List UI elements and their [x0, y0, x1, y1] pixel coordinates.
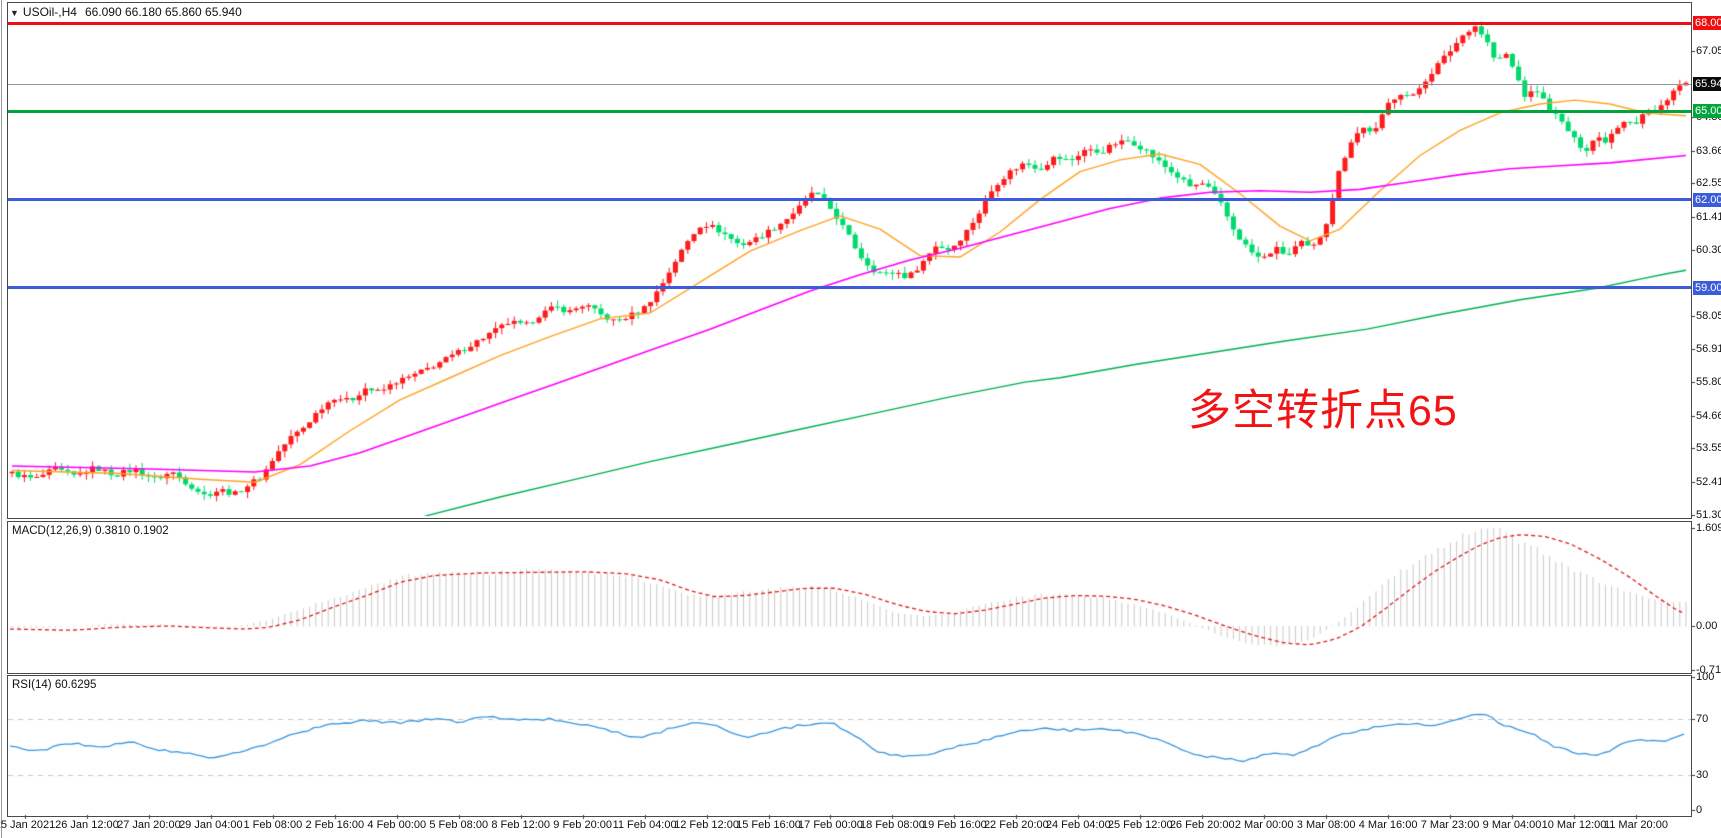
price-tick-label: 58.050 [1696, 309, 1721, 322]
price-tick-label: 67.050 [1696, 44, 1721, 57]
symbol-timeframe-label: USOil-,H4 [22, 5, 77, 19]
price-tick-label: 56.910 [1696, 343, 1721, 356]
time-axis-label: 18 Feb 08:00 [860, 819, 925, 831]
time-axis-label: 19 Feb 16:00 [921, 819, 987, 831]
price-tick-label: 54.660 [1696, 409, 1721, 422]
price-tick-label: 61.410 [1696, 211, 1721, 223]
time-axis-label: 7 Mar 23:00 [1420, 819, 1480, 831]
macd-values: 0.3810 0.1902 [95, 525, 169, 537]
time-axis-label: 5 Feb 08:00 [429, 819, 489, 831]
time-axis-label: 1 Feb 08:00 [243, 819, 303, 831]
time-axis-label: 8 Feb 12:00 [491, 819, 551, 831]
rsi-tick-label: 30 [1696, 769, 1709, 781]
time-axis-label: 29 Jan 04:00 [179, 819, 243, 831]
support-line-59[interactable] [8, 286, 1691, 290]
time-axis-label: 15 Feb 16:00 [736, 819, 801, 831]
rsi-indicator-label: RSI(14) 60.6295 [12, 679, 96, 691]
support-line-62[interactable] [8, 198, 1691, 202]
rsi-tick-label: 70 [1696, 713, 1709, 725]
rsi-name: RSI(14) [12, 679, 52, 691]
current-price-tag: 65.940 [1693, 76, 1721, 91]
price-tick-label: 55.800 [1696, 376, 1721, 389]
price-tag-65.000: 65.000 [1693, 104, 1721, 119]
macd-tick-label: 0.00 [1696, 620, 1718, 632]
time-axis-label: 11 Feb 04:00 [612, 819, 677, 831]
time-axis-label: 12 Feb 12:00 [674, 819, 739, 831]
price-tag-59.000: 59.000 [1693, 280, 1721, 295]
macd-tick-label: 1.6093 [1696, 521, 1721, 534]
macd-indicator-label: MACD(12,26,9) 0.3810 0.1902 [12, 525, 169, 537]
current-price-line [8, 83, 1691, 85]
time-axis-label: 10 Mar 12:00 [1541, 819, 1607, 831]
macd-name: MACD(12,26,9) [12, 525, 92, 537]
time-axis-label: 22 Feb 20:00 [983, 819, 1049, 831]
rsi-tick-label: 100 [1696, 671, 1715, 683]
price-tick-label: 60.300 [1696, 243, 1721, 256]
price-tag-62.000: 62.000 [1693, 192, 1721, 207]
price-tick-label: 51.300 [1696, 508, 1721, 521]
time-axis-label: 24 Feb 04:00 [1045, 819, 1111, 831]
symbol-dropdown-icon[interactable]: ▼ [10, 8, 19, 18]
time-axis-label: 9 Mar 04:00 [1482, 819, 1542, 831]
time-axis-label: 25 Feb 12:00 [1107, 819, 1173, 831]
time-axis-label: 4 Feb 00:00 [367, 819, 427, 831]
price-tag-68.000: 68.000 [1693, 16, 1721, 30]
time-axis-label: 3 Mar 08:00 [1296, 819, 1356, 831]
time-axis-label: 2 Mar 00:00 [1234, 819, 1294, 831]
price-tick-label: 52.410 [1696, 475, 1721, 488]
time-axis-label: 26 Feb 20:00 [1169, 819, 1235, 831]
pivot-line-65[interactable] [8, 109, 1691, 113]
annotation-text: 多空转折点65 [1188, 387, 1458, 435]
chart-title: ▼ USOil-,H4 66.090 66.180 65.860 65.940 [10, 5, 242, 19]
time-axis-label: 17 Feb 00:00 [798, 819, 863, 831]
price-tick-label: 62.550 [1696, 177, 1721, 190]
price-tick-label: 53.550 [1696, 442, 1721, 455]
window-left-edge [1, 0, 2, 838]
time-axis-label: 2 Feb 16:00 [305, 819, 365, 831]
time-axis-label: 25 Jan 2021 [0, 819, 56, 831]
time-axis-label: 27 Jan 20:00 [117, 819, 181, 831]
time-axis-label: 11 Mar 20:00 [1603, 819, 1668, 831]
time-axis-label: 9 Feb 20:00 [553, 819, 612, 831]
macd-tick-label: -0.717 [1696, 663, 1721, 676]
resistance-line-68[interactable] [8, 21, 1691, 25]
price-tick-label: 63.660 [1696, 144, 1721, 157]
time-axis-label: 26 Jan 12:00 [55, 819, 119, 831]
time-axis-label: 4 Mar 16:00 [1358, 819, 1418, 831]
rsi-value: 60.6295 [54, 679, 97, 691]
ohlc-values: 66.090 66.180 65.860 65.940 [84, 5, 242, 19]
rsi-tick-label: 0 [1696, 804, 1703, 816]
